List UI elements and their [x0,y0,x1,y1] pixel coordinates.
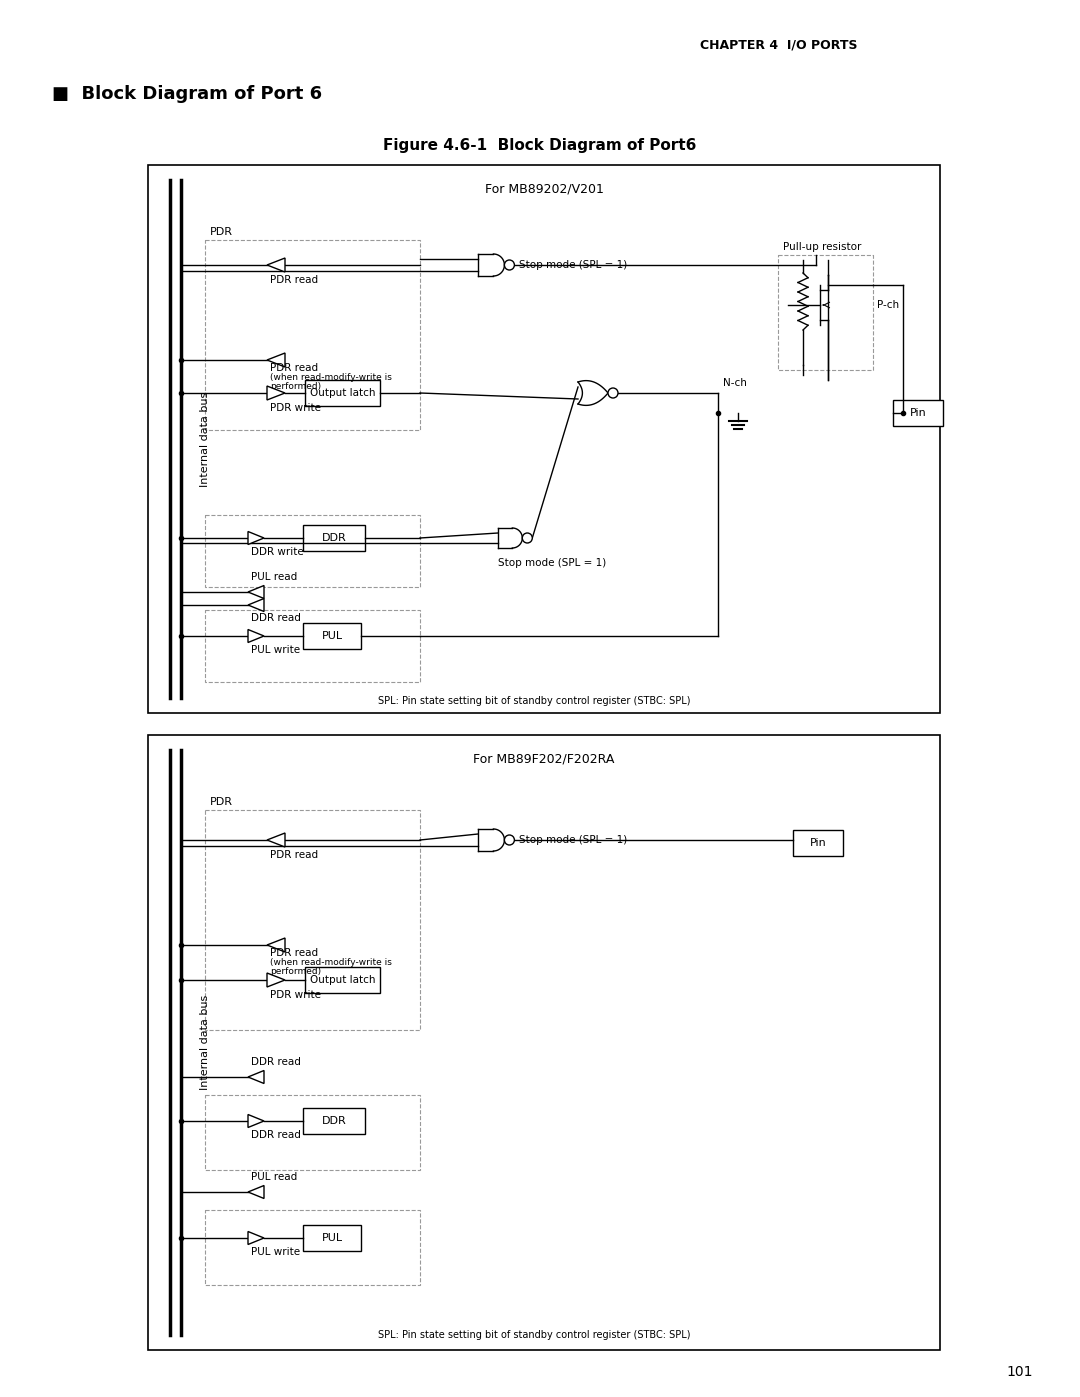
Text: PDR: PDR [210,226,233,237]
Text: DDR: DDR [322,1116,347,1126]
Bar [305,967,380,993]
Bar [205,1210,420,1285]
Polygon shape [248,1232,264,1245]
Bar [205,240,420,430]
Text: CHAPTER 4  I/O PORTS: CHAPTER 4 I/O PORTS [700,38,858,52]
Bar [205,610,420,682]
Polygon shape [267,972,285,988]
Text: ■  Block Diagram of Port 6: ■ Block Diagram of Port 6 [52,85,322,103]
Bar [793,830,843,856]
Text: (when read-modify-write is: (when read-modify-write is [270,373,392,381]
Text: PUL: PUL [322,1234,342,1243]
Text: Pin: Pin [909,408,927,418]
Bar [893,400,943,426]
Circle shape [608,388,618,398]
Polygon shape [498,528,523,548]
Text: PUL write: PUL write [251,1248,300,1257]
Text: PDR read: PDR read [270,363,319,373]
Text: Internal data bus: Internal data bus [200,995,210,1090]
Text: Output latch: Output latch [310,388,375,398]
Polygon shape [267,833,285,847]
Bar [148,165,940,712]
Circle shape [523,534,532,543]
Bar [303,525,365,550]
Polygon shape [267,937,285,951]
Polygon shape [248,1115,264,1127]
Polygon shape [478,254,504,277]
Text: 101: 101 [1007,1365,1034,1379]
Bar [778,256,873,370]
Bar [205,810,420,1030]
Polygon shape [248,1186,264,1199]
Circle shape [504,260,514,270]
Polygon shape [248,630,264,643]
Text: performed): performed) [270,967,321,977]
Text: (when read-modify-write is: (when read-modify-write is [270,958,392,967]
Text: Figure 4.6-1  Block Diagram of Port6: Figure 4.6-1 Block Diagram of Port6 [383,138,697,154]
Text: Pull-up resistor: Pull-up resistor [783,242,862,251]
Text: Stop mode (SPL = 1): Stop mode (SPL = 1) [519,260,627,270]
Text: PDR write: PDR write [270,990,321,1000]
Bar [305,380,380,407]
Text: PUL: PUL [322,631,342,641]
Text: Pin: Pin [810,838,826,848]
Text: PUL read: PUL read [251,1172,297,1182]
Text: PUL write: PUL write [251,645,300,655]
Text: PDR read: PDR read [270,949,319,958]
Text: Stop mode (SPL = 1): Stop mode (SPL = 1) [519,835,627,845]
Polygon shape [248,598,264,612]
Text: DDR: DDR [322,534,347,543]
Polygon shape [248,531,264,545]
Text: SPL: Pin state setting bit of standby control register (STBC: SPL): SPL: Pin state setting bit of standby co… [378,696,690,705]
Text: N-ch: N-ch [723,379,747,388]
Polygon shape [578,380,608,405]
Bar [148,735,940,1350]
Text: PDR read: PDR read [270,849,319,861]
Text: Stop mode (SPL = 1): Stop mode (SPL = 1) [498,557,606,569]
Text: Output latch: Output latch [310,975,375,985]
Text: PDR read: PDR read [270,275,319,285]
Bar [205,515,420,587]
Text: DDR read: DDR read [251,1130,301,1140]
Text: For MB89202/V201: For MB89202/V201 [485,183,604,196]
Bar [205,1095,420,1171]
Text: PUL read: PUL read [251,571,297,583]
Polygon shape [267,386,285,400]
Text: For MB89F202/F202RA: For MB89F202/F202RA [473,753,615,766]
Polygon shape [248,585,264,598]
Bar [303,623,361,650]
Text: DDR read: DDR read [251,613,301,623]
Polygon shape [267,353,285,367]
Polygon shape [478,828,504,851]
Text: Internal data bus: Internal data bus [200,391,210,486]
Text: performed): performed) [270,381,321,391]
Bar [303,1225,361,1250]
Polygon shape [267,258,285,272]
Text: P-ch: P-ch [877,300,900,310]
Text: DDR write: DDR write [251,548,303,557]
Bar [303,1108,365,1134]
Text: PDR: PDR [210,798,233,807]
Circle shape [504,835,514,845]
Text: DDR read: DDR read [251,1058,301,1067]
Polygon shape [248,1070,264,1084]
Text: PDR write: PDR write [270,402,321,414]
Text: SPL: Pin state setting bit of standby control register (STBC: SPL): SPL: Pin state setting bit of standby co… [378,1330,690,1340]
